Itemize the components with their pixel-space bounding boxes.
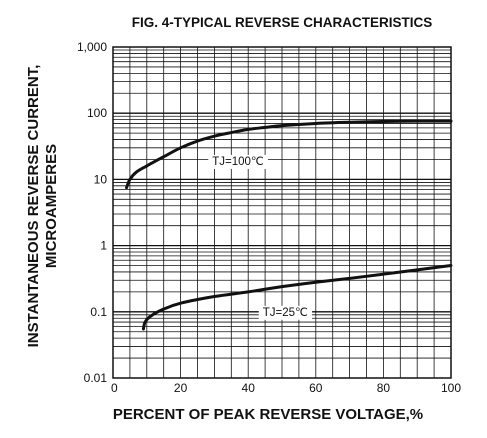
curve-labels: TJ=100℃ TJ=25℃ (208, 154, 313, 320)
y-tick-label: 10 (94, 172, 108, 186)
curves (125, 119, 453, 331)
y-tick-label: 1 (100, 239, 107, 253)
plot-frame (112, 46, 452, 379)
y-axis-title: INSTANTANEOUS REVERSE CURRENT, MICROAMPE… (25, 65, 60, 348)
curve-label-background (258, 305, 313, 320)
curve-label-background (208, 154, 268, 169)
x-tick-labels: 0 20 40 60 80 100 (111, 381, 461, 395)
y-tick-label: 1,000 (77, 40, 107, 54)
curve-label: TJ=100℃ (212, 156, 264, 168)
y-tick-label: 100 (87, 106, 107, 120)
series-line-tj-100c (125, 119, 453, 190)
y-tick-label: 0.1 (90, 305, 107, 319)
y-tick-labels: 0.01 0.1 1 10 100 1,000 (77, 40, 107, 385)
curve-label: TJ=25℃ (263, 307, 308, 319)
x-tick-label: 0 (111, 381, 118, 395)
x-axis-title: PERCENT OF PEAK REVERSE VOLTAGE,% (113, 406, 423, 423)
x-tick-label: 80 (377, 381, 391, 395)
x-tick-label: 20 (174, 381, 188, 395)
y-axis-title-line2: MICROAMPERES (43, 144, 60, 268)
grid-lines (113, 47, 451, 378)
x-tick-label: 60 (309, 381, 323, 395)
x-tick-label: 100 (441, 381, 461, 395)
chart-title: FIG. 4-TYPICAL REVERSE CHARACTERISTICS (132, 15, 433, 30)
plot-area: TJ=100℃ TJ=25℃ (112, 46, 453, 379)
x-tick-label: 40 (242, 381, 256, 395)
y-tick-label: 0.01 (84, 371, 108, 385)
series-line-tj-25c (141, 264, 453, 331)
y-axis-title-line1: INSTANTANEOUS REVERSE CURRENT, (25, 65, 42, 348)
